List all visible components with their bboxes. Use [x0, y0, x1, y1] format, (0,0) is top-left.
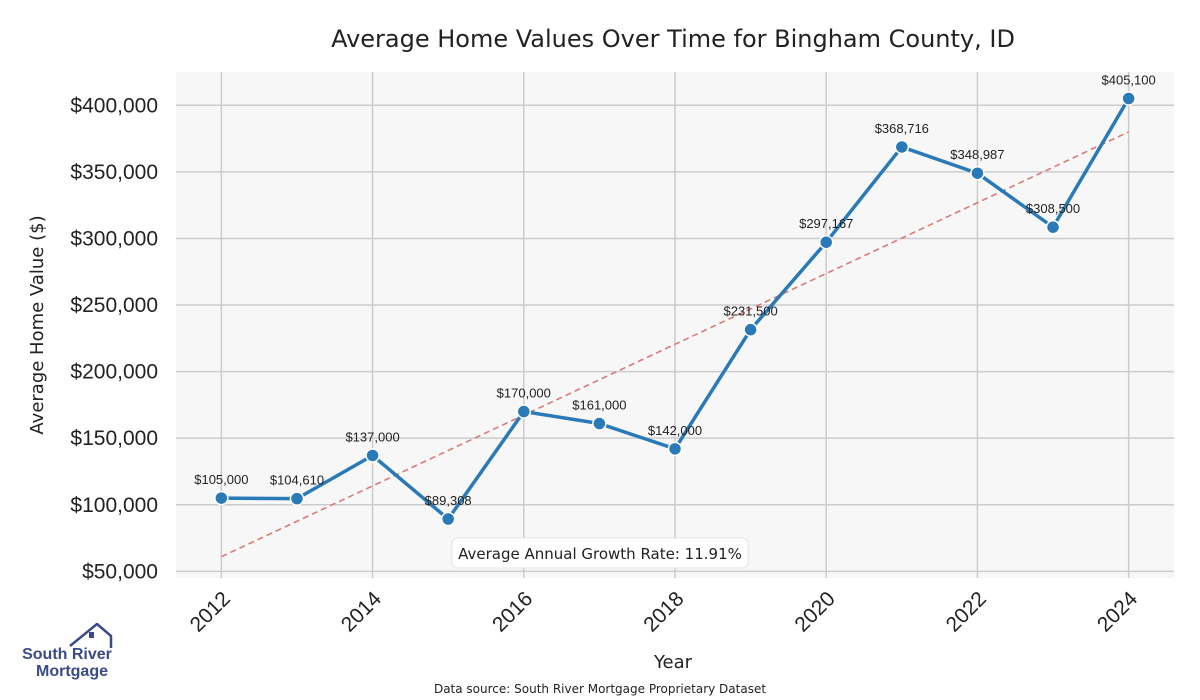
data-label: $170,000 — [497, 386, 551, 401]
y-axis-label: Average Home Value ($) — [27, 215, 48, 434]
data-label: $368,716 — [875, 121, 929, 136]
x-tick-label: 2024 — [1093, 587, 1143, 637]
logo-line-1: South River — [22, 646, 112, 663]
data-points — [214, 91, 1136, 527]
x-tick-label: 2018 — [639, 587, 688, 636]
x-tick-label: 2020 — [790, 587, 839, 636]
y-tick-label: $400,000 — [70, 94, 158, 117]
data-point — [214, 490, 229, 506]
data-point — [743, 322, 758, 337]
data-label: $142,000 — [648, 423, 702, 438]
data-point — [289, 491, 305, 506]
data-label: $104,610 — [270, 473, 324, 488]
y-tick-label: $250,000 — [70, 294, 158, 317]
data-point — [365, 448, 380, 463]
growth-rate-box — [451, 537, 749, 569]
data-point — [1121, 91, 1136, 106]
y-tick-label: $200,000 — [70, 361, 158, 384]
x-tick-label: 2016 — [488, 587, 537, 636]
data-labels: $105,000 $104,610 $137,000 $89,308 $170,000 $… — [194, 72, 1156, 508]
x-tick-label: 2014 — [337, 587, 387, 637]
data-label: $308,500 — [1026, 201, 1080, 216]
data-source-note: Data source: South River Mortgage Propri… — [434, 682, 766, 696]
house-window-icon — [89, 632, 94, 638]
x-axis-ticks: 2012 2014 2016 2018 2020 2022 2024 — [186, 587, 1143, 637]
south-river-logo: South River Mortgage — [22, 622, 113, 680]
x-tick-label: 2012 — [186, 587, 235, 636]
y-tick-label: $150,000 — [70, 427, 158, 450]
data-label: $348,987 — [950, 147, 1004, 162]
data-point — [1045, 219, 1061, 235]
y-axis-ticks: $50,000 $100,000 $150,000 $200,000 $250,000 $… — [70, 94, 158, 583]
data-point — [894, 139, 910, 155]
data-label: $161,000 — [572, 398, 626, 413]
growth-rate-text: Average Annual Growth Rate: 11.91% — [458, 545, 742, 563]
trend-line — [221, 131, 1129, 558]
house-roof-icon — [69, 622, 113, 648]
data-label: $405,100 — [1102, 72, 1156, 87]
data-point — [667, 441, 683, 457]
y-tick-label: $300,000 — [70, 227, 158, 250]
x-tick-label: 2022 — [942, 587, 991, 636]
data-label: $105,000 — [194, 472, 248, 487]
data-label: $137,000 — [345, 429, 399, 444]
data-point — [516, 404, 532, 419]
data-point — [970, 165, 985, 181]
growth-rate-annotation: Average Annual Growth Rate: 11.91% — [451, 537, 749, 569]
logo-line-2: Mortgage — [36, 663, 108, 680]
data-label: $297,167 — [799, 216, 853, 231]
data-point — [440, 511, 456, 527]
data-label: $89,308 — [425, 493, 472, 508]
data-point — [592, 416, 607, 431]
data-label: $231,500 — [723, 304, 777, 319]
y-tick-label: $100,000 — [70, 494, 158, 517]
chart-title: Average Home Values Over Time for Bingha… — [331, 25, 1015, 53]
data-point — [818, 234, 834, 250]
gridlines — [176, 72, 1174, 578]
y-tick-label: $350,000 — [70, 161, 158, 184]
y-tick-label: $50,000 — [82, 560, 158, 583]
x-axis-label: Year — [653, 652, 693, 673]
